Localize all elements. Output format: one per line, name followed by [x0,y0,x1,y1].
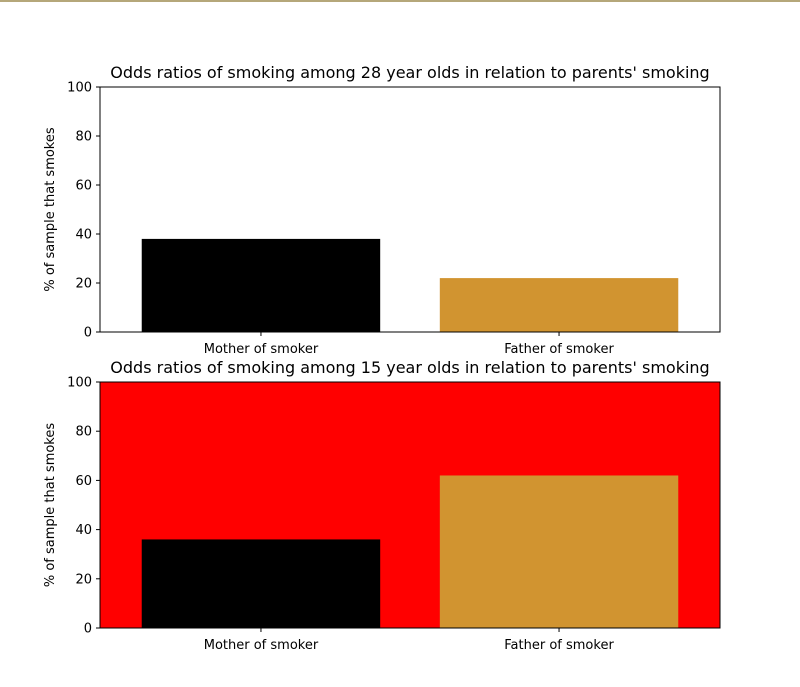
chart-panel-15-year-olds: 0 20 40 60 80 100 Mother of smoker Father of s… [43,358,721,653]
bars [141,475,679,628]
y-tick-label: 60 [75,474,92,489]
x-tick-label: Father of smoker [504,638,614,653]
top-rule [0,0,800,2]
y-tick-label: 40 [75,523,92,538]
chart-title: Odds ratios of smoking among 28 year old… [110,63,709,82]
y-axis-ticks: 0 20 40 60 80 100 [67,81,100,341]
bar-mother-of-smoker [141,238,381,332]
y-tick-label: 20 [75,572,92,587]
y-tick-label: 0 [84,326,92,341]
y-tick-label: 60 [75,179,92,194]
bar-father-of-smoker [439,278,679,332]
x-tick-label: Father of smoker [504,342,614,357]
y-tick-label: 40 [75,228,92,243]
x-tick-label: Mother of smoker [204,638,319,653]
x-axis-ticks: Mother of smoker Father of smoker [204,332,614,357]
plot-frame [99,86,721,333]
plot-frame [99,381,721,629]
bars [141,238,679,332]
y-tick-label: 100 [67,376,92,391]
bar-mother-of-smoker [141,539,381,628]
y-tick-label: 80 [75,425,92,440]
y-axis-ticks: 0 20 40 60 80 100 [67,376,100,637]
bar-father-of-smoker [439,475,679,628]
y-tick-label: 80 [75,130,92,145]
y-tick-label: 0 [84,622,92,637]
y-axis-label: % of sample that smokes [43,423,58,588]
y-axis-label: % of sample that smokes [43,127,58,292]
x-axis-ticks: Mother of smoker Father of smoker [204,628,614,653]
chart-title: Odds ratios of smoking among 15 year old… [110,358,709,377]
y-tick-label: 20 [75,277,92,292]
chart-panel-28-year-olds: 0 20 40 60 80 100 Mother of smoker Father of s… [43,63,721,357]
x-tick-label: Mother of smoker [204,342,319,357]
y-tick-label: 100 [67,81,92,96]
